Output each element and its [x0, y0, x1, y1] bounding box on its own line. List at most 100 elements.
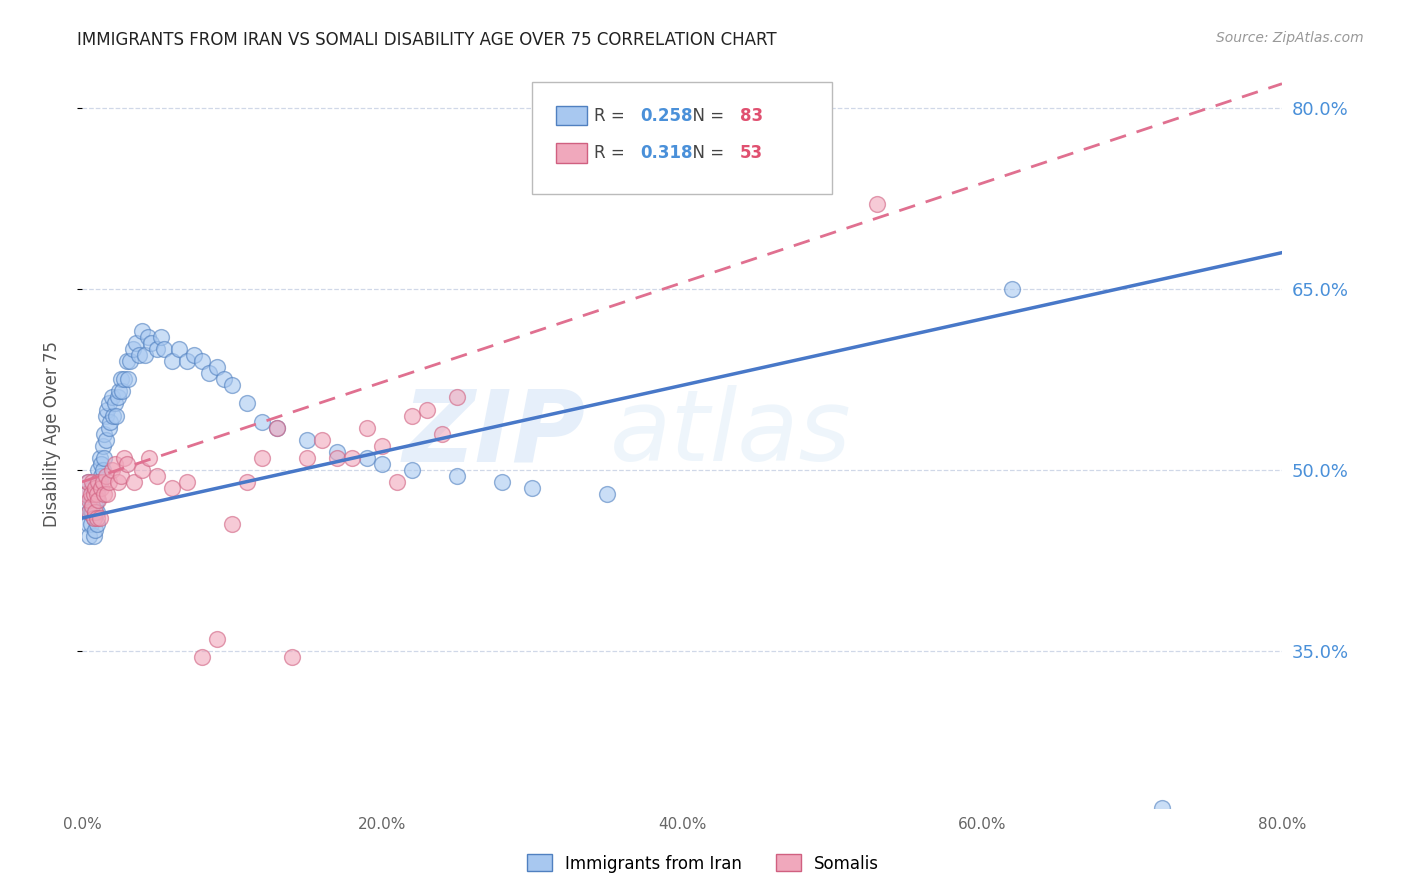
Point	[75, 487, 97, 501]
Point	[250, 450, 273, 465]
Point	[80, 517, 103, 532]
Text: 83: 83	[740, 107, 762, 125]
Point	[176, 475, 198, 489]
Point	[146, 342, 169, 356]
Point	[84, 499, 107, 513]
Point	[94, 468, 117, 483]
Text: R =: R =	[595, 145, 630, 162]
Point	[84, 505, 107, 519]
Text: N =: N =	[682, 145, 730, 162]
Point	[80, 487, 103, 501]
Point	[101, 463, 124, 477]
Point	[118, 354, 141, 368]
Point	[83, 511, 105, 525]
Point	[356, 420, 378, 434]
Point	[93, 450, 115, 465]
Point	[134, 348, 156, 362]
Point	[385, 475, 408, 489]
Point	[131, 463, 153, 477]
Point	[97, 475, 120, 489]
Point	[84, 481, 107, 495]
Point	[1001, 282, 1024, 296]
Point	[866, 197, 889, 211]
Point	[311, 433, 333, 447]
Text: R =: R =	[595, 107, 630, 125]
Point	[77, 517, 100, 532]
FancyBboxPatch shape	[555, 106, 588, 126]
Point	[73, 499, 96, 513]
Point	[596, 487, 619, 501]
Point	[94, 433, 117, 447]
FancyBboxPatch shape	[531, 82, 832, 194]
Point	[101, 391, 124, 405]
Point	[520, 481, 543, 495]
Point	[97, 420, 120, 434]
Point	[125, 336, 148, 351]
Point	[117, 372, 139, 386]
Point	[97, 396, 120, 410]
Point	[87, 493, 110, 508]
Point	[124, 475, 146, 489]
Point	[89, 475, 111, 489]
Point	[221, 378, 243, 392]
Point	[371, 439, 394, 453]
Point	[138, 450, 160, 465]
Point	[79, 493, 101, 508]
Point	[115, 457, 138, 471]
Point	[86, 511, 108, 525]
Point	[93, 487, 115, 501]
Point	[83, 529, 105, 543]
Point	[205, 632, 228, 646]
Point	[131, 324, 153, 338]
Point	[295, 450, 318, 465]
Point	[89, 511, 111, 525]
Point	[110, 372, 132, 386]
Text: Source: ZipAtlas.com: Source: ZipAtlas.com	[1216, 31, 1364, 45]
Point	[112, 372, 135, 386]
Point	[94, 409, 117, 423]
Point	[104, 457, 127, 471]
Point	[236, 396, 259, 410]
Point	[281, 649, 304, 664]
Point	[153, 342, 176, 356]
Y-axis label: Disability Age Over 75: Disability Age Over 75	[44, 341, 60, 526]
Point	[128, 348, 150, 362]
Point	[1150, 800, 1173, 814]
Point	[250, 415, 273, 429]
Point	[236, 475, 259, 489]
Point	[401, 463, 423, 477]
Point	[266, 420, 288, 434]
Point	[103, 409, 125, 423]
Point	[90, 457, 112, 471]
Point	[79, 529, 101, 543]
Point	[371, 457, 394, 471]
Text: 0.258: 0.258	[640, 107, 693, 125]
Text: IMMIGRANTS FROM IRAN VS SOMALI DISABILITY AGE OVER 75 CORRELATION CHART: IMMIGRANTS FROM IRAN VS SOMALI DISABILIT…	[77, 31, 778, 49]
Point	[90, 468, 112, 483]
Point	[295, 433, 318, 447]
Point	[183, 348, 205, 362]
Point	[80, 505, 103, 519]
Point	[86, 487, 108, 501]
Text: atlas: atlas	[610, 385, 852, 483]
Point	[90, 481, 112, 495]
Point	[91, 475, 114, 489]
Point	[84, 505, 107, 519]
Point	[446, 468, 468, 483]
FancyBboxPatch shape	[555, 144, 588, 163]
Point	[416, 402, 439, 417]
Point	[87, 463, 110, 477]
Point	[82, 499, 104, 513]
Point	[150, 330, 173, 344]
Legend: Immigrants from Iran, Somalis: Immigrants from Iran, Somalis	[520, 847, 886, 880]
Point	[491, 475, 513, 489]
Point	[82, 493, 104, 508]
Point	[446, 391, 468, 405]
Point	[82, 475, 104, 489]
Point	[77, 475, 100, 489]
Point	[198, 367, 221, 381]
Point	[84, 523, 107, 537]
Point	[221, 517, 243, 532]
Point	[104, 396, 127, 410]
Point	[160, 481, 183, 495]
